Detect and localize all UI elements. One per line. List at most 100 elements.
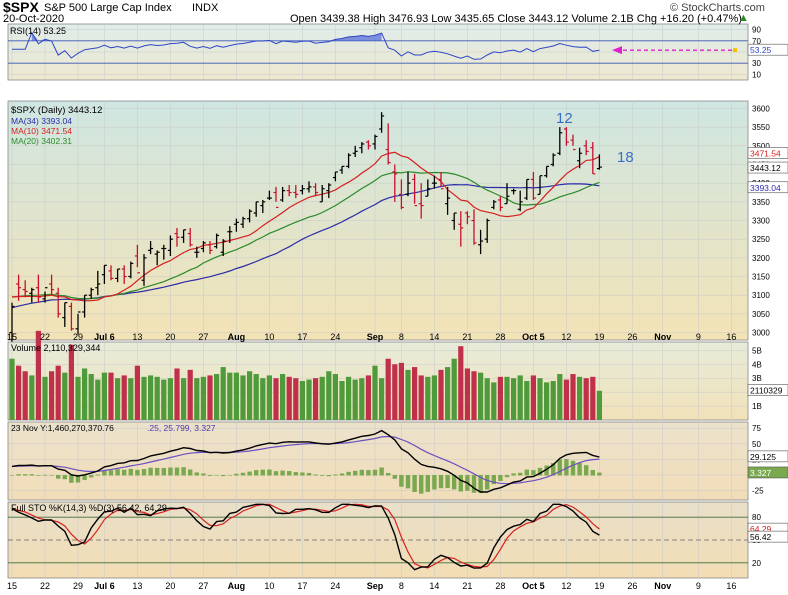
macd-histogram-bar — [194, 472, 199, 476]
volume-tick-label: 1B — [752, 402, 762, 411]
x-axis-label-bottom: Jul 6 — [94, 581, 115, 591]
rsi-tick-label: 10 — [752, 70, 761, 79]
macd-histogram-bar — [221, 475, 226, 477]
macd-histogram-bar — [597, 472, 602, 476]
macd-histogram-bar — [432, 475, 437, 490]
volume-bar — [412, 367, 418, 420]
volume-bar — [16, 365, 22, 420]
macd-histogram-bar — [392, 475, 397, 479]
macd-histogram-bar — [498, 475, 503, 481]
macd-histogram-bar — [122, 469, 127, 476]
macd-histogram-bar — [359, 469, 364, 476]
watermark: © StockCharts.com — [670, 2, 765, 14]
price-tick-label: 3050 — [752, 310, 770, 319]
price-tick-label: 3300 — [752, 217, 770, 226]
x-axis-label-bottom: 9 — [696, 581, 701, 591]
x-axis-label-top: 29 — [73, 332, 83, 342]
macd-histogram-bar — [471, 475, 477, 493]
volume-bar — [451, 358, 457, 420]
volume-bar — [273, 378, 279, 420]
up-arrow-icon: ▲ — [738, 12, 749, 24]
ma10-badge-box — [747, 147, 788, 159]
volume-bar — [247, 371, 253, 420]
macd-histogram-bar — [584, 465, 589, 476]
x-axis-label-top: 27 — [198, 332, 208, 342]
rsi-pointer-marker — [733, 48, 737, 53]
ma20-legend: MA(20) 3402.31 — [11, 136, 72, 146]
volume-bar — [9, 358, 15, 420]
price-tick-label: 3200 — [752, 254, 770, 263]
rsi-pointer-arrow-icon — [612, 46, 622, 55]
x-axis-label-top: 8 — [399, 332, 404, 342]
annotation-18: 18 — [617, 149, 634, 166]
volume-bar — [464, 368, 470, 420]
volume-bar — [306, 379, 312, 420]
volume-bar — [29, 375, 35, 420]
annotation-12: 12 — [556, 110, 573, 127]
volume-bar — [260, 378, 266, 420]
x-axis-label-bottom: Aug — [228, 581, 246, 591]
rsi-tick-label: 70 — [752, 37, 761, 46]
volume-bar — [128, 378, 134, 420]
x-axis-label-bottom: 29 — [73, 581, 83, 591]
x-axis-label-bottom: 8 — [399, 581, 404, 591]
ma10-legend: MA(10) 3471.54 — [11, 126, 72, 136]
rsi-line — [12, 31, 600, 60]
macd-histogram-bar — [280, 470, 285, 476]
volume-bar — [517, 375, 523, 420]
volume-bar — [82, 368, 88, 420]
macd-histogram-bar — [287, 471, 292, 476]
chart-title-symbol: $SPX — [3, 0, 39, 15]
volume-bar — [438, 369, 444, 420]
volume-bar — [471, 371, 477, 420]
volume-bar — [359, 378, 365, 420]
volume-bar — [431, 375, 437, 420]
volume-bar — [425, 376, 431, 420]
macd-tick-label: 50 — [752, 440, 761, 449]
macd-histogram-bar — [95, 474, 100, 476]
volume-bar — [55, 365, 61, 420]
volume-bar — [458, 346, 464, 420]
macd-histogram-bar — [518, 472, 523, 476]
close-badge-box — [747, 161, 788, 174]
rsi-label: RSI(14) 53.25 — [10, 26, 66, 36]
rsi-tick-label: 90 — [752, 26, 761, 35]
macd-histogram-bar — [379, 467, 384, 476]
x-axis-label-top: Sep — [367, 332, 384, 342]
macd-histogram-bar — [372, 469, 378, 476]
macd-histogram-bar — [485, 475, 490, 490]
price-tick-label: 3000 — [752, 329, 770, 338]
stoch-k-line — [11, 503, 600, 571]
macd-histogram-bar — [102, 470, 107, 476]
volume-bar — [392, 364, 398, 420]
macd-histogram-bar — [491, 475, 496, 485]
volume-bar — [379, 378, 385, 420]
volume-bar — [49, 371, 55, 420]
macd-hist-badge: 3.327 — [750, 468, 772, 478]
macd-histogram-bar — [273, 471, 279, 476]
stoch-label: Full STO %K(14,3) %D(3) 56.42, 64.29 — [11, 503, 167, 513]
macd-histogram-bar — [181, 467, 186, 476]
volume-bar — [332, 374, 338, 420]
volume-bar — [570, 374, 576, 420]
stoch-k-badge: 56.42 — [750, 532, 772, 542]
macd-histogram-bar — [260, 469, 265, 476]
macd-histogram-bar — [161, 468, 166, 476]
macd-histogram-bar — [445, 475, 450, 489]
macd-histogram-bar — [504, 475, 510, 478]
x-axis-label-top: 9 — [696, 332, 701, 342]
macd-histogram-bar — [399, 475, 404, 487]
volume-bar — [478, 372, 484, 420]
x-axis-label-top: 28 — [495, 332, 505, 342]
macd-histogram-bar — [155, 467, 160, 476]
volume-bar — [346, 376, 352, 420]
macd-signal-badge-box — [747, 450, 788, 463]
quote-line: Open 3439.38 High 3476.93 Low 3435.65 Cl… — [290, 13, 742, 25]
volume-bar — [174, 368, 180, 420]
price-tick-label: 3150 — [752, 273, 770, 282]
macd-histogram-bar — [524, 469, 529, 476]
x-axis-label-top: Jul 6 — [94, 332, 115, 342]
volume-bar — [418, 375, 424, 420]
volume-label: Volume 2,110,329,344 — [11, 343, 100, 353]
x-axis-label-bottom: 27 — [198, 581, 208, 591]
